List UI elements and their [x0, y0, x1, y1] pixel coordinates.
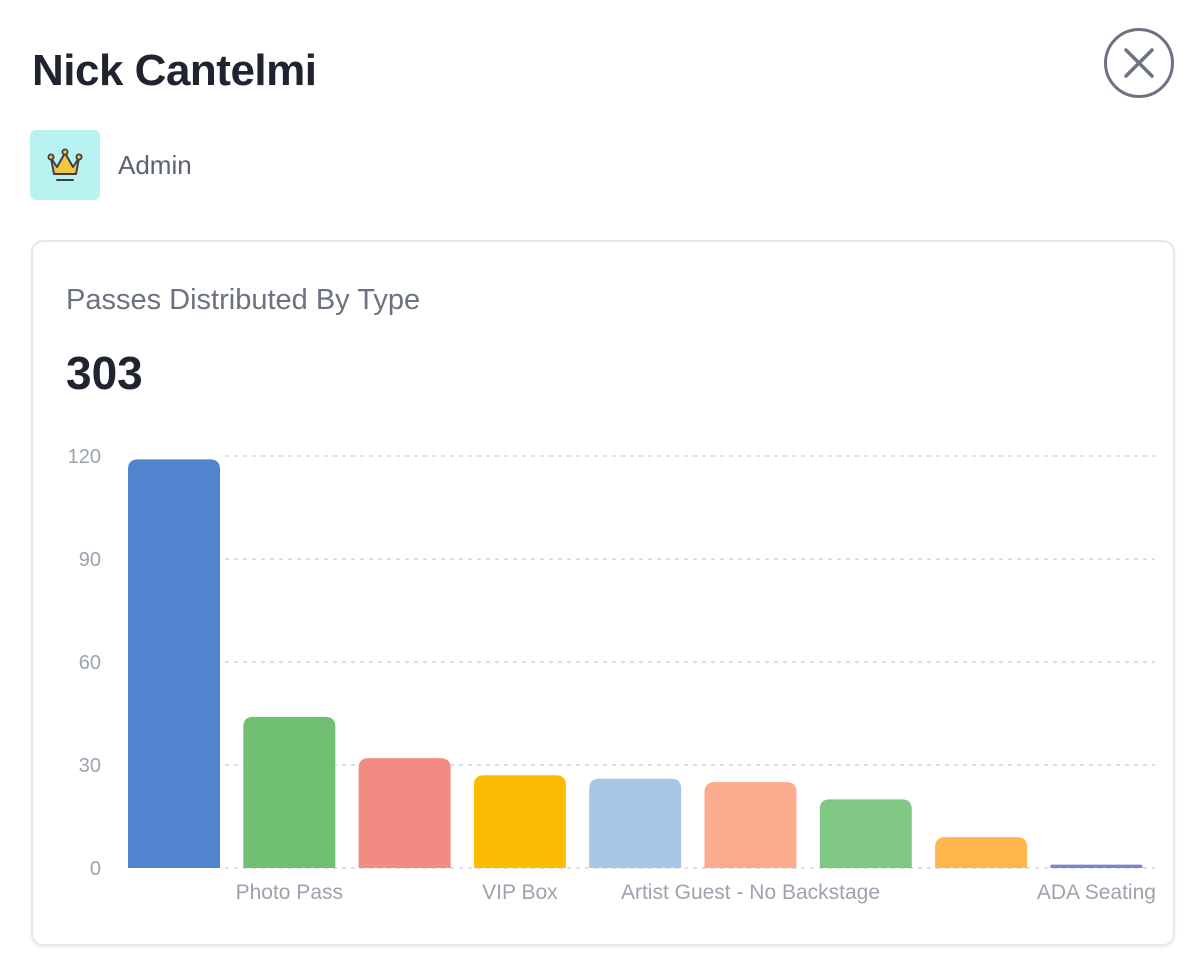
- x-category-label: ADA Seating: [1037, 881, 1156, 904]
- bar-6[interactable]: [819, 799, 912, 868]
- card-total: 303: [66, 347, 143, 399]
- bar-1[interactable]: [243, 716, 336, 868]
- close-button[interactable]: [1104, 28, 1174, 98]
- y-tick-label: 90: [79, 549, 101, 571]
- bar-5[interactable]: [704, 782, 797, 868]
- close-icon[interactable]: [1107, 31, 1171, 95]
- bar-7[interactable]: [935, 837, 1028, 868]
- y-tick-label: 120: [68, 446, 101, 468]
- x-category-label: Artist Guest - No Backstage: [621, 881, 880, 904]
- user-name: Nick Cantelmi: [32, 46, 317, 95]
- bar-4[interactable]: [589, 778, 682, 868]
- x-category-label: Photo Pass: [236, 881, 343, 904]
- y-tick-label: 30: [79, 755, 101, 777]
- bar-3[interactable]: [473, 775, 566, 868]
- role-label: Admin: [118, 150, 192, 180]
- role-badge: [30, 130, 100, 200]
- bar-0[interactable]: [128, 459, 220, 868]
- card-title: Passes Distributed By Type: [66, 284, 421, 316]
- passes-bar-chart: 0 30 60 90 120 Photo Pass VIP Box Artist Guest …: [68, 446, 1156, 904]
- passes-card: Passes Distributed By Type 303 0 30 60 90 12…: [31, 240, 1175, 946]
- x-category-label: VIP Box: [482, 881, 558, 904]
- bar-2[interactable]: [358, 758, 451, 868]
- crown-icon: [47, 148, 83, 181]
- bar-8[interactable]: [1050, 864, 1143, 868]
- y-tick-label: 0: [90, 858, 101, 880]
- y-tick-label: 60: [79, 652, 101, 674]
